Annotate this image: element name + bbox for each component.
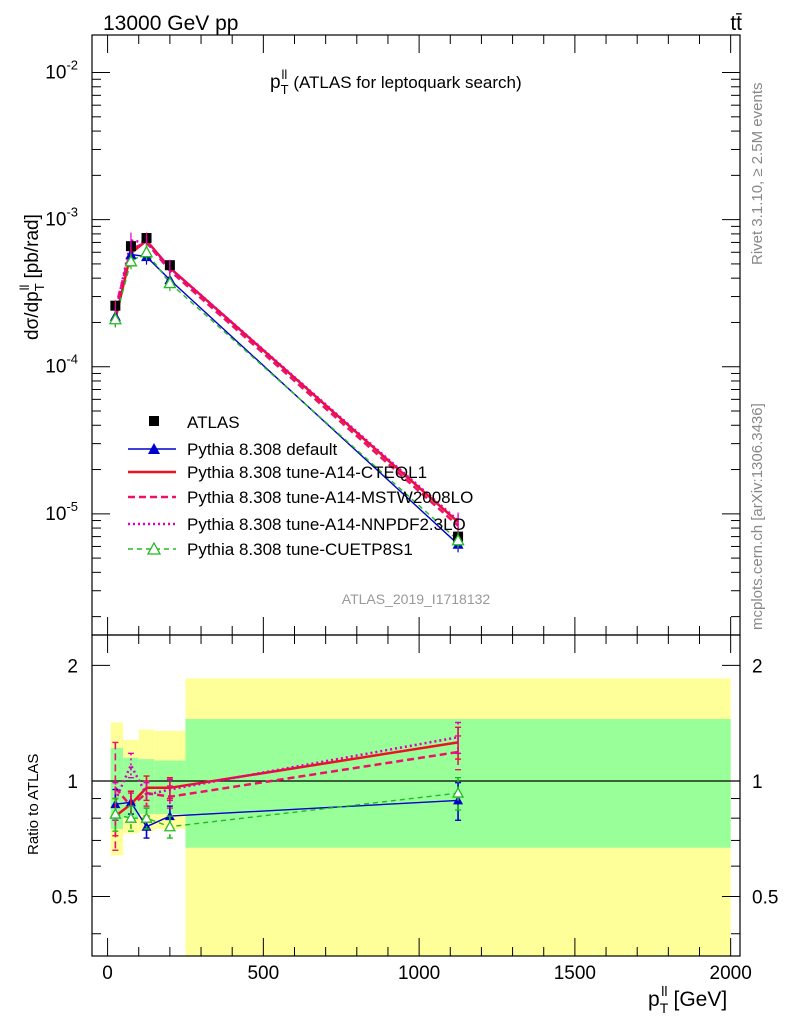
legend-marker-default: [148, 443, 160, 454]
ratio-point-cuetp8s1: [109, 807, 122, 819]
ratio-point-cuetp8s1: [124, 811, 138, 823]
main-ytick-label: 10-5: [45, 499, 78, 525]
ratio-point-cuetp8s1: [163, 820, 176, 832]
ytick-base: 10: [45, 210, 66, 231]
main-point-cuetp8s1: [451, 533, 465, 546]
legend-label-a14-cteql1: Pythia 8.308 tune-A14-CTEQL1: [187, 463, 427, 482]
xlabel-unit: [GeV]: [673, 988, 727, 1011]
xlabel-main: p: [648, 988, 660, 1011]
ratio-y-label: Ratio to ATLAS: [25, 754, 42, 855]
ytick-base: 10: [45, 63, 66, 84]
title-rest: (ATLAS for leptoquark search): [293, 73, 521, 92]
main-series-markers: [108, 232, 465, 553]
ytick-exponent: -2: [66, 58, 78, 73]
ratio-frame: [91, 634, 741, 957]
ylabel-main: dσ/dp: [22, 291, 43, 340]
ytick-base: 10: [45, 357, 66, 378]
legend-entry-a14-cteql1: Pythia 8.308 tune-A14-CTEQL1: [128, 463, 427, 482]
legend-entry-atlas: ATLAS: [149, 413, 240, 432]
legend-label-atlas: ATLAS: [187, 413, 240, 432]
main-point-cuetp8s1: [108, 312, 122, 325]
title-main: p: [270, 72, 281, 93]
ylabel-sup: ll: [17, 284, 32, 290]
main-ytick-label: 10-2: [45, 58, 78, 84]
ratio-panel: 0.5 0.5 1 1 2 2 0 500 1000 1500 2000 Ratio to ATLA…: [25, 634, 778, 1016]
legend-label-cuetp8s1: Pythia 8.308 tune-CUETP8S1: [187, 540, 413, 559]
main-axis-ticks: 10-510-410-310-2: [45, 35, 740, 635]
ratio-xtick-label: 1500: [554, 963, 596, 984]
ratio-ytick-label-left: 0.5: [52, 888, 78, 909]
legend-label-a14-nnpdf: Pythia 8.308 tune-A14-NNPDF2.3LO: [187, 515, 466, 534]
rivet-label: Rivet 3.1.10, ≥ 2.5M events: [749, 83, 766, 266]
main-point-cuetp8s1: [124, 254, 138, 267]
ytick-exponent: -3: [66, 205, 78, 220]
ratio-xtick-label: 0: [102, 963, 113, 984]
ylabel-sub: T: [32, 283, 47, 291]
ytick-base: 10: [45, 504, 66, 525]
main-line-cuetp8s1: [114, 251, 459, 541]
main-ytick-label: 10-3: [45, 205, 78, 231]
legend-label-a14-mstw: Pythia 8.308 tune-A14-MSTW2008LO: [187, 488, 473, 507]
legend-entry-a14-mstw: Pythia 8.308 tune-A14-MSTW2008LO: [128, 488, 473, 507]
ytick-exponent: -5: [66, 499, 78, 514]
legend-entry-default: Pythia 8.308 default: [128, 440, 338, 459]
legend-entry-cuetp8s1: Pythia 8.308 tune-CUETP8S1: [128, 540, 413, 559]
mcplots-label: mcplots.cern.ch [arXiv:1306.3436]: [749, 403, 766, 630]
analysis-id: ATLAS_2019_I1718132: [342, 591, 491, 607]
ratio-x-label: pTll [GeV]: [648, 983, 727, 1016]
main-point-cuetp8s1: [139, 245, 154, 258]
ratio-xtick-label: 1000: [398, 963, 440, 984]
ylabel-unit: [pb/rad]: [22, 214, 43, 278]
ratio-line-a14_nnpdf: [114, 735, 459, 801]
legend-label-default: Pythia 8.308 default: [187, 440, 338, 459]
ratio-ytick-label-right: 2: [752, 656, 763, 677]
xlabel-sup: ll: [661, 983, 667, 999]
ratio-axis-ticks: 0.5 0.5 1 1 2 2 0 500 1000 1500 2000: [52, 635, 778, 984]
energy-label: 13000 GeV pp: [103, 12, 238, 35]
ratio-xtick-label: 2000: [710, 963, 752, 984]
legend-marker-cuetp8s1: [146, 541, 162, 555]
ratio-ytick-label-left: 1: [67, 772, 78, 793]
legend-entry-a14-nnpdf: Pythia 8.308 tune-A14-NNPDF2.3LO: [128, 515, 466, 534]
main-title: pTll (ATLAS for leptoquark search): [270, 67, 522, 97]
ratio-ytick-label-right: 0.5: [752, 888, 778, 909]
legend-marker-atlas: [149, 416, 159, 426]
main-panel: 10-510-410-310-2 pTll (ATLAS for leptoqua…: [17, 34, 741, 636]
ratio-point-cuetp8s1: [451, 786, 465, 798]
process-label: tt̄: [730, 12, 742, 35]
xlabel-sub: T: [660, 1000, 669, 1016]
main-point-cuetp8s1: [163, 276, 177, 289]
ytick-exponent: -4: [66, 352, 78, 367]
main-ytick-label: 10-4: [45, 352, 78, 378]
ratio-uncertainty-bands: [110, 678, 731, 956]
main-y-label: dσ/dpTll [pb/rad]: [17, 214, 47, 340]
legend: ATLAS Pythia 8.308 default Pythia 8.308 …: [128, 413, 473, 559]
ratio-ytick-label-left: 2: [67, 656, 78, 677]
ratio-point-cuetp8s1: [140, 811, 153, 823]
ratio-ytick-label-right: 1: [752, 772, 763, 793]
ratio-xtick-label: 500: [247, 963, 279, 984]
title-sup: ll: [282, 67, 288, 82]
title-sub: T: [281, 82, 289, 97]
ratio-series-markers: [109, 721, 465, 851]
